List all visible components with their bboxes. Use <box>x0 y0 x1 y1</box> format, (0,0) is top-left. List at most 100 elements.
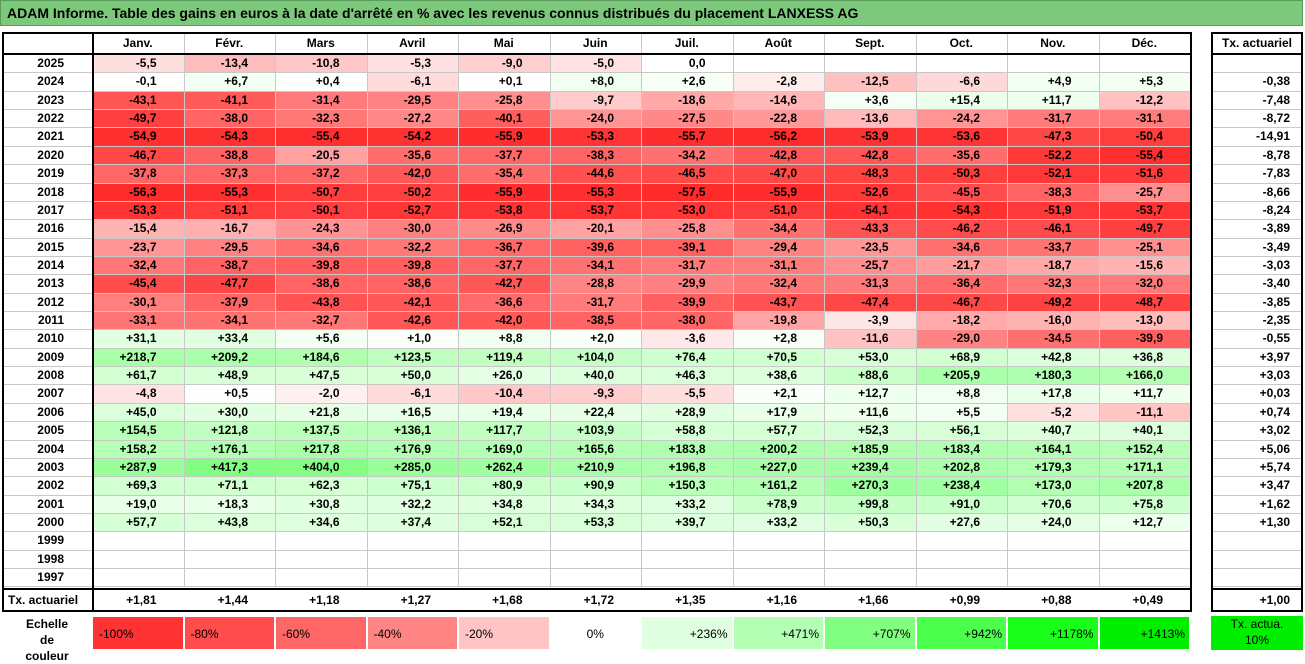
value-cell: -25,8 <box>458 90 550 110</box>
value-cell: -4,8 <box>92 384 184 403</box>
value-cell: +2,0 <box>549 329 641 348</box>
value-cell: -34,5 <box>1007 329 1099 348</box>
value-cell: -13,0 <box>1098 311 1190 330</box>
year-label: 2013 <box>37 276 64 291</box>
value-cell: -53,3 <box>549 127 641 146</box>
value-cell <box>458 568 550 587</box>
year-label: 2020 <box>37 147 64 162</box>
rate-row-gridline <box>1211 274 1303 276</box>
value-cell: -50,1 <box>275 200 367 220</box>
value-cell: -2,8 <box>732 72 824 91</box>
value-cell: -42,6 <box>366 311 458 330</box>
value-cell: +19,4 <box>458 402 550 422</box>
value-cell: -50,4 <box>1098 127 1190 146</box>
value-cell: +171,1 <box>1098 457 1190 477</box>
value-cell: +217,8 <box>275 439 367 458</box>
rate-cell: +1,62 <box>1259 496 1290 511</box>
summary-cell: +1,81 <box>126 593 157 608</box>
value-cell: -51,1 <box>183 200 275 220</box>
value-cell <box>915 568 1007 587</box>
value-cell: -34,6 <box>915 237 1007 256</box>
value-cell: -3,9 <box>824 311 916 330</box>
value-cell: -31,7 <box>549 292 641 312</box>
year-label: 2004 <box>37 441 64 456</box>
value-cell: +80,9 <box>458 476 550 495</box>
value-cell: -54,3 <box>183 127 275 146</box>
value-cell: -25,7 <box>824 255 916 275</box>
value-cell <box>275 531 367 550</box>
value-cell: -15,4 <box>92 219 184 238</box>
row-gridline <box>2 494 1192 496</box>
value-cell: +262,4 <box>458 457 550 477</box>
rate-cell: -8,72 <box>1262 111 1290 126</box>
month-header: Oct. <box>949 36 973 50</box>
value-cell: -53,0 <box>641 200 733 220</box>
summary-cell: +1,72 <box>583 593 614 608</box>
value-cell: -25,7 <box>1098 182 1190 201</box>
col-gridline <box>366 32 368 587</box>
year-label: 2024 <box>37 74 64 89</box>
page-title: ADAM Informe. Table des gains en euros à… <box>7 5 859 21</box>
value-cell: -55,3 <box>549 182 641 201</box>
value-cell: -37,7 <box>458 255 550 275</box>
value-cell: +3,6 <box>824 90 916 110</box>
rate-row-gridline <box>1211 164 1303 166</box>
value-cell: +88,6 <box>824 366 916 385</box>
value-cell: -32,7 <box>275 311 367 330</box>
value-cell: -9,7 <box>549 90 641 110</box>
value-cell: +43,8 <box>183 513 275 532</box>
value-cell: +30,0 <box>183 402 275 422</box>
col-gridline <box>549 32 551 587</box>
value-cell: -24,2 <box>915 109 1007 128</box>
row-gridline <box>2 274 1192 276</box>
year-label: 2001 <box>37 496 64 511</box>
value-cell: -31,7 <box>1007 109 1099 128</box>
month-header: Juil. <box>674 36 699 50</box>
year-label: 2007 <box>37 386 64 401</box>
value-cell: +18,3 <box>183 494 275 513</box>
value-cell: +150,3 <box>641 476 733 495</box>
rate-row-gridline <box>1211 568 1303 570</box>
summary-cell: +1,27 <box>400 593 431 608</box>
value-cell: -32,4 <box>732 274 824 293</box>
row-gridline <box>2 145 1192 147</box>
row-gridline <box>2 347 1192 349</box>
row-gridline <box>2 531 1192 533</box>
value-cell: -13,6 <box>824 109 916 128</box>
year-label: 2023 <box>37 92 64 107</box>
value-cell: +154,5 <box>92 421 184 440</box>
year-label: 2025 <box>37 56 64 70</box>
legend-step: +236% <box>641 616 733 650</box>
value-cell: -42,0 <box>366 164 458 183</box>
value-cell: +42,8 <box>1007 347 1099 367</box>
legend-step: +1178% <box>1007 616 1099 650</box>
summary-cell: +1,66 <box>858 593 889 608</box>
value-cell: -31,3 <box>824 274 916 293</box>
value-cell: -54,9 <box>92 127 184 146</box>
rate-row-gridline <box>1211 90 1303 92</box>
value-cell: +90,9 <box>549 476 641 495</box>
rate-cell: -3,85 <box>1262 294 1290 309</box>
legend-step: 0% <box>549 616 641 650</box>
value-cell: +161,2 <box>732 476 824 495</box>
value-cell: +52,1 <box>458 513 550 532</box>
year-label: 2019 <box>37 166 64 181</box>
value-cell: -31,1 <box>732 255 824 275</box>
value-cell: -37,8 <box>92 164 184 183</box>
value-cell: -55,7 <box>641 127 733 146</box>
value-cell: -32,3 <box>1007 274 1099 293</box>
year-label: 2022 <box>37 111 64 126</box>
month-header: Déc. <box>1131 36 1157 50</box>
col-gridline <box>641 32 642 587</box>
year-label: 1997 <box>37 570 64 585</box>
year-label: 2008 <box>37 368 64 383</box>
value-cell: +57,7 <box>732 421 824 440</box>
rate-header: Tx. actuariel <box>1221 36 1293 50</box>
row-gridline <box>2 366 1192 368</box>
value-cell: -54,1 <box>824 200 916 220</box>
value-cell: +202,8 <box>915 457 1007 477</box>
value-cell: +200,2 <box>732 439 824 458</box>
value-cell <box>641 568 733 587</box>
value-cell: -56,3 <box>92 182 184 201</box>
year-label: 2009 <box>37 349 64 364</box>
